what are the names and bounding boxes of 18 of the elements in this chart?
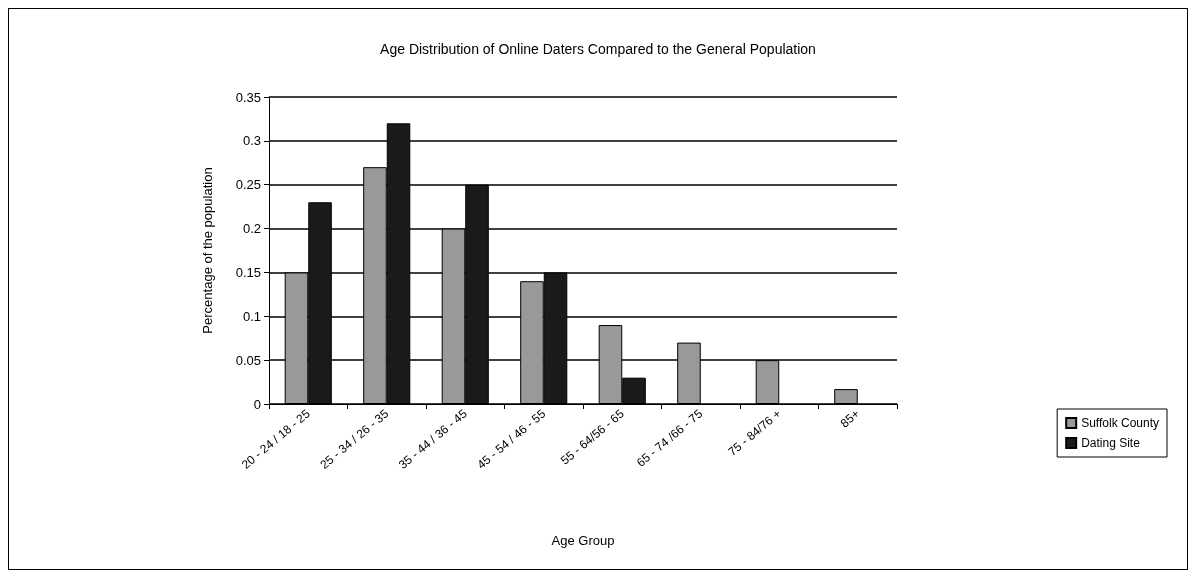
y-tick-label: 0.05 xyxy=(235,352,261,368)
x-tick-label: 45 - 54 / 46 - 55 xyxy=(474,406,549,472)
x-tick-label: 25 - 34 / 26 - 35 xyxy=(317,406,392,472)
y-tick-label: 0.1 xyxy=(242,308,261,324)
chart-title: Age Distribution of Online Daters Compared to the General Population xyxy=(380,41,816,57)
y-tick-label: 0.3 xyxy=(242,133,261,149)
y-tick-label: 0.35 xyxy=(235,89,261,105)
y-tick-label: 0.2 xyxy=(242,221,261,237)
x-axis-title: Age Group xyxy=(551,533,615,548)
y-axis-title: Percentage of the population xyxy=(200,167,215,334)
x-tick-label: 65 - 74 /66 - 75 xyxy=(633,406,706,470)
x-tick-label: 35 - 44 / 36 - 45 xyxy=(395,406,470,472)
legend-label: Suffolk County xyxy=(1081,416,1159,430)
y-tick-label: 0.15 xyxy=(235,264,261,280)
legend-label: Dating Site xyxy=(1081,436,1141,450)
y-tick-label: 0.25 xyxy=(235,177,261,193)
y-tick-label: 0 xyxy=(253,396,261,412)
x-tick-label: 85+ xyxy=(837,406,863,431)
